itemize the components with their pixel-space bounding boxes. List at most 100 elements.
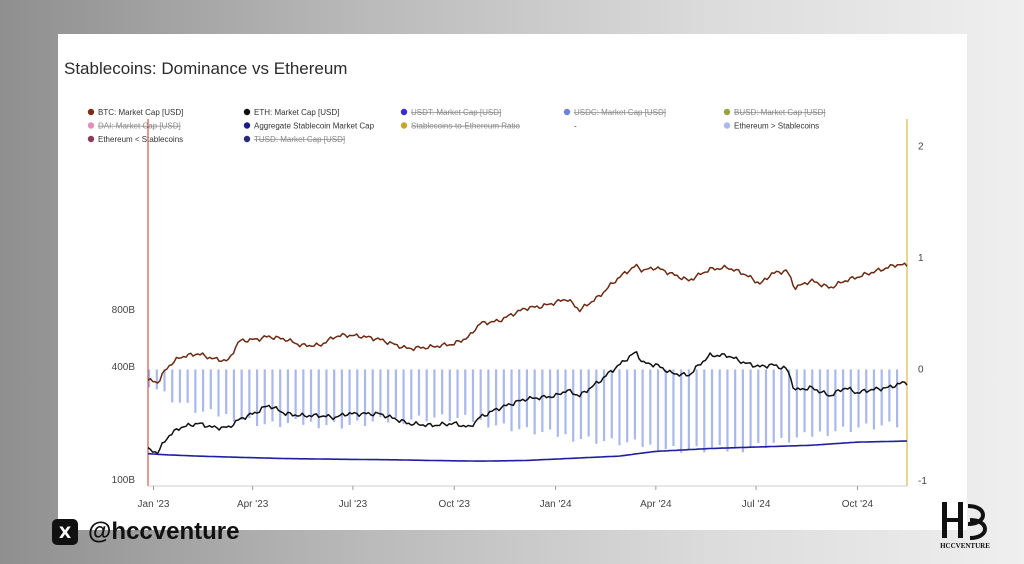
legend-marker bbox=[243, 108, 251, 116]
chart-title: Stablecoins: Dominance vs Ethereum bbox=[64, 59, 348, 78]
legend-label: Aggregate Stablecoin Market Cap bbox=[254, 122, 375, 131]
series-line bbox=[147, 262, 908, 384]
ratio-bar bbox=[718, 369, 721, 446]
ratio-bar bbox=[363, 369, 367, 426]
ratio-bar bbox=[803, 369, 806, 433]
ratio-bar bbox=[309, 369, 313, 422]
ratio-bar bbox=[402, 369, 405, 424]
ratio-bar bbox=[548, 369, 552, 430]
y-left-tick-label: 400B bbox=[112, 362, 136, 373]
legend-label: DAI: Market Cap [USD] bbox=[98, 122, 181, 131]
ratio-bar bbox=[163, 369, 166, 392]
ratio-bar bbox=[710, 369, 714, 449]
ratio-bar bbox=[834, 369, 837, 432]
legend-marker bbox=[723, 122, 731, 129]
ratio-bar bbox=[533, 369, 536, 435]
y-left-tick-label: 800B bbox=[112, 305, 136, 316]
ratio-bar bbox=[171, 369, 174, 403]
x-tick-label: Jul '23 bbox=[339, 499, 368, 510]
ratio-bar bbox=[487, 369, 490, 428]
ratio-bar bbox=[194, 369, 197, 413]
chart-svg: BTC: Market Cap [USD] ETH: Market Cap [US… bbox=[87, 108, 927, 510]
ratio-bar bbox=[286, 369, 290, 424]
legend-marker bbox=[400, 122, 408, 129]
brand-text: HCCVENTURE bbox=[940, 542, 990, 550]
y-right-tick-label: 2 bbox=[918, 141, 924, 152]
ratio-bar bbox=[541, 369, 544, 433]
ratio-bar bbox=[155, 369, 158, 390]
y-right-tick-label: -1 bbox=[918, 476, 927, 487]
x-tick-label: Oct '24 bbox=[842, 499, 874, 510]
ratio-bar bbox=[826, 369, 829, 436]
ratio-bar bbox=[394, 369, 397, 419]
ratio-bar bbox=[387, 369, 390, 423]
ratio-bar bbox=[510, 369, 513, 432]
ratio-bar bbox=[641, 369, 644, 447]
ratio-bar bbox=[595, 369, 598, 444]
ratio-bar bbox=[618, 369, 621, 446]
ratio-bar bbox=[579, 369, 583, 440]
x-tick-label: Jul '24 bbox=[742, 499, 771, 510]
ratio-bar bbox=[880, 369, 883, 426]
ratio-bar bbox=[757, 369, 760, 444]
ratio-bar bbox=[764, 369, 768, 449]
ratio-bar bbox=[294, 369, 297, 419]
ratio-bar bbox=[811, 369, 814, 437]
ratio-bar bbox=[410, 369, 413, 420]
ratio-bar bbox=[217, 369, 220, 417]
ratio-bar bbox=[186, 369, 189, 403]
ratio-bar bbox=[895, 369, 899, 428]
ratio-bar bbox=[656, 369, 660, 453]
series-line bbox=[147, 440, 907, 462]
chart-card: Stablecoins: Dominance vs Ethereum BTC: … bbox=[58, 34, 967, 530]
handle-text: @hccventure bbox=[88, 518, 240, 545]
ratio-bar bbox=[649, 369, 652, 445]
x-tick-label: Apr '23 bbox=[237, 499, 269, 510]
ratio-bar bbox=[456, 369, 459, 418]
ratio-bar bbox=[417, 369, 421, 416]
ratio-bar bbox=[271, 369, 274, 422]
ratio-bar bbox=[849, 369, 852, 432]
x-tick-label: Oct '23 bbox=[439, 499, 471, 510]
ratio-bar bbox=[734, 369, 737, 448]
ratio-bar bbox=[178, 369, 182, 403]
ratio-bar bbox=[888, 369, 891, 422]
ratio-bar bbox=[317, 369, 320, 429]
legend-marker bbox=[563, 108, 571, 116]
legend-marker bbox=[723, 108, 731, 116]
legend-label: BUSD: Market Cap [USD] bbox=[734, 108, 826, 117]
social-handle[interactable]: X @hccventure bbox=[52, 518, 239, 546]
ratio-bar bbox=[356, 369, 359, 421]
ratio-bar bbox=[857, 369, 860, 428]
x-tick-label: Jan '24 bbox=[540, 499, 572, 510]
ratio-bar bbox=[433, 369, 436, 418]
ratio-bar bbox=[587, 369, 590, 437]
brand-logo: HCCVENTURE bbox=[930, 498, 1000, 558]
legend-marker bbox=[243, 135, 251, 143]
ratio-bar bbox=[502, 369, 505, 424]
ratio-bar bbox=[780, 369, 783, 438]
ratio-bar bbox=[564, 369, 567, 435]
ratio-bar bbox=[525, 369, 529, 428]
ratio-bar bbox=[279, 369, 282, 428]
ratio-bar bbox=[518, 369, 521, 430]
ratio-bar bbox=[371, 369, 374, 422]
ratio-bar bbox=[672, 369, 675, 446]
ratio-bar bbox=[610, 369, 613, 439]
ratio-bar bbox=[471, 369, 475, 422]
ratio-bar bbox=[602, 369, 606, 442]
ratio-bar bbox=[872, 369, 876, 430]
legend: BTC: Market Cap [USD] ETH: Market Cap [US… bbox=[87, 108, 826, 144]
ratio-bar bbox=[572, 369, 575, 442]
legend-label: USDC: Market Cap [USD] bbox=[574, 108, 666, 117]
ratio-bar bbox=[333, 369, 336, 422]
ratio-bar bbox=[255, 369, 259, 427]
ratio-bar bbox=[726, 369, 729, 452]
legend-marker bbox=[400, 108, 408, 116]
legend-marker bbox=[87, 122, 95, 129]
ratio-bar bbox=[788, 369, 791, 443]
ratio-bar bbox=[425, 369, 428, 422]
legend-marker bbox=[87, 135, 95, 143]
brand-monogram-icon bbox=[942, 502, 987, 540]
ratio-bar bbox=[201, 369, 205, 412]
